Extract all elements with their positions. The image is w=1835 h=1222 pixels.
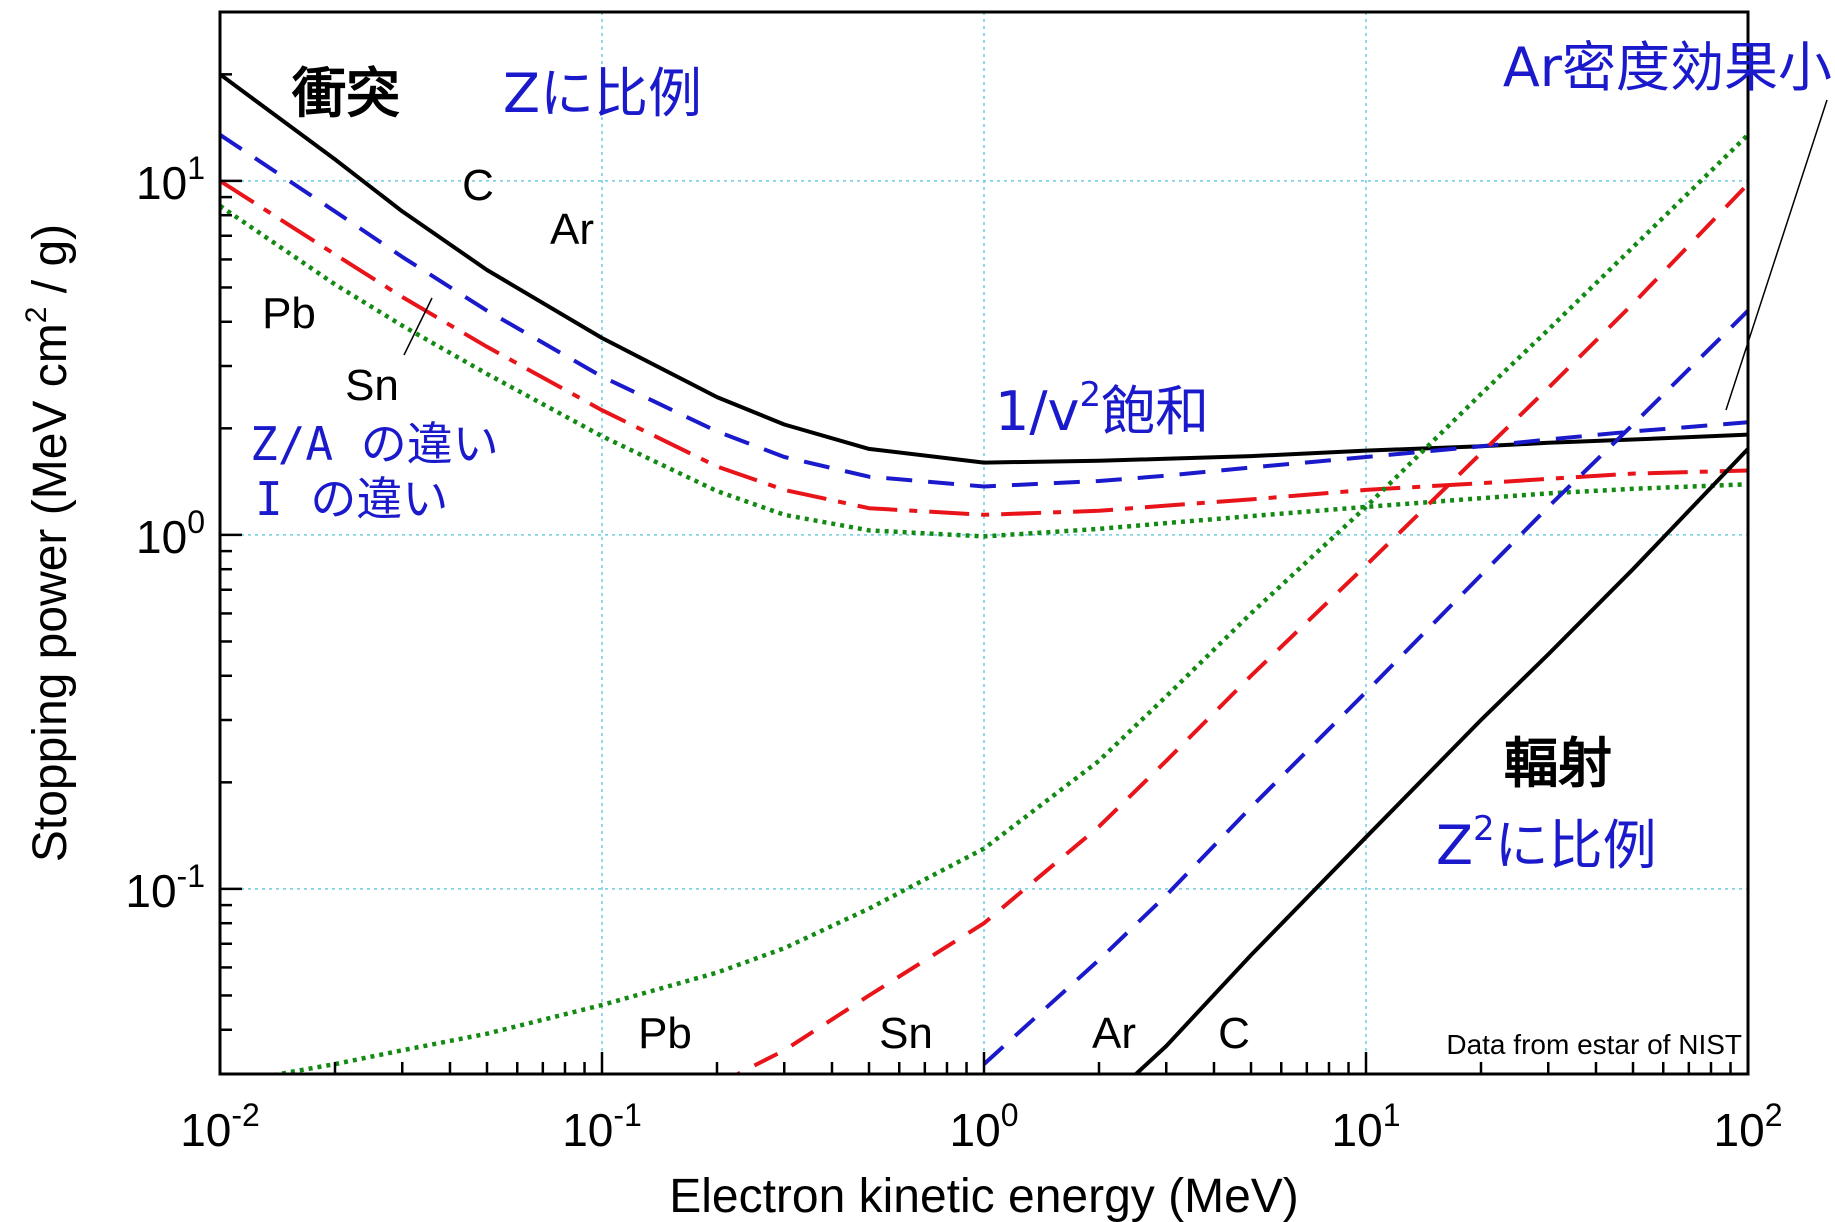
label-radiative-pb: Pb <box>638 1009 692 1058</box>
series-radiative-sn <box>733 182 1748 1074</box>
ar-density-pointer-line <box>1725 99 1828 411</box>
y-tick-label: 10-1 <box>125 858 205 917</box>
grid-lines <box>220 12 1748 1074</box>
label-collision-ar: Ar <box>550 205 594 254</box>
x-tick-label: 10-2 <box>180 1097 260 1156</box>
data-credit: Data from estar of NIST <box>1446 1029 1742 1060</box>
plot-frame <box>218 10 1750 1076</box>
x-tick-label: 10-1 <box>562 1097 642 1156</box>
sn-pointer-line <box>403 297 433 356</box>
annotation-ar-density-effect: Ar密度効果小 <box>1503 36 1832 99</box>
series-collision-pb <box>220 204 1748 539</box>
label-collision-c: C <box>462 161 494 210</box>
series-collision-sn <box>220 179 1748 517</box>
series-radiative-ar <box>982 309 1748 1066</box>
y-axis-title: Stopping power (MeV cm2 / g) <box>20 224 77 862</box>
annotation-inv-v2-saturation: 1/v2飽和 <box>995 375 1209 443</box>
label-collision-sn: Sn <box>345 361 399 410</box>
annotation-z-over-a-difference: Z/A の違い <box>250 417 499 471</box>
tick-labels: 10-2 10-1 100 101 102 10-1 100 101 <box>125 150 1782 1156</box>
x-tick-label: 100 <box>950 1097 1019 1156</box>
data-series <box>220 72 1748 1074</box>
series-collision-ar <box>220 133 1748 489</box>
annotation-i-difference: I の違い <box>255 472 448 526</box>
x-axis-title: Electron kinetic energy (MeV) <box>669 1170 1299 1222</box>
label-radiative-ar: Ar <box>1092 1009 1136 1058</box>
axis-ticks <box>218 10 1732 1076</box>
x-tick-label: 101 <box>1332 1097 1401 1156</box>
annotation-z2-proportional: Z2に比例 <box>1436 809 1657 877</box>
y-tick-label: 100 <box>136 504 205 563</box>
y-tick-label: 101 <box>136 150 205 209</box>
label-radiative-sn: Sn <box>879 1009 933 1058</box>
series-collision-c <box>220 72 1748 465</box>
annotation-z-proportional: Zに比例 <box>503 62 702 125</box>
series-radiative-pb <box>266 133 1748 1074</box>
x-tick-label: 102 <box>1714 1097 1783 1156</box>
label-radiative-c: C <box>1218 1009 1250 1058</box>
annotation-collision-title: 衝突 <box>291 62 400 125</box>
annotation-radiative-title: 輻射 <box>1504 732 1612 795</box>
series-radiative-c <box>1133 447 1748 1074</box>
label-collision-pb: Pb <box>262 289 316 338</box>
